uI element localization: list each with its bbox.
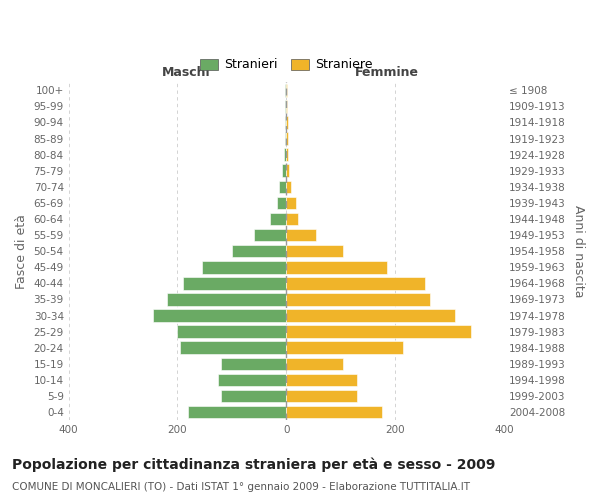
Bar [286, 116, 288, 128]
Bar [284, 116, 286, 128]
Bar [286, 196, 296, 209]
Bar [167, 293, 286, 306]
Bar [286, 132, 288, 145]
Bar [279, 180, 286, 193]
Bar [218, 374, 286, 386]
Bar [277, 196, 286, 209]
Bar [286, 229, 316, 241]
Bar [286, 100, 287, 112]
Bar [286, 148, 289, 161]
Bar [286, 310, 455, 322]
Bar [283, 164, 286, 177]
Bar [183, 277, 286, 289]
Text: COMUNE DI MONCALIERI (TO) - Dati ISTAT 1° gennaio 2009 - Elaborazione TUTTITALIA: COMUNE DI MONCALIERI (TO) - Dati ISTAT 1… [12, 482, 470, 492]
Y-axis label: Fasce di età: Fasce di età [15, 214, 28, 288]
Bar [286, 406, 382, 418]
Bar [178, 326, 286, 338]
Bar [286, 84, 287, 96]
Text: Femmine: Femmine [355, 66, 418, 79]
Bar [202, 261, 286, 274]
Bar [286, 277, 425, 289]
Bar [221, 358, 286, 370]
Bar [286, 342, 403, 354]
Bar [221, 390, 286, 402]
Bar [286, 180, 290, 193]
Bar [270, 212, 286, 226]
Text: Maschi: Maschi [162, 66, 211, 79]
Bar [286, 293, 430, 306]
Bar [285, 100, 286, 112]
Bar [153, 310, 286, 322]
Bar [286, 164, 289, 177]
Bar [285, 84, 286, 96]
Bar [232, 245, 286, 258]
Bar [286, 261, 387, 274]
Bar [286, 374, 357, 386]
Bar [284, 148, 286, 161]
Bar [254, 229, 286, 241]
Bar [286, 212, 298, 226]
Bar [180, 342, 286, 354]
Text: Popolazione per cittadinanza straniera per età e sesso - 2009: Popolazione per cittadinanza straniera p… [12, 458, 496, 472]
Y-axis label: Anni di nascita: Anni di nascita [572, 205, 585, 298]
Bar [286, 358, 343, 370]
Bar [188, 406, 286, 418]
Bar [284, 132, 286, 145]
Bar [286, 245, 343, 258]
Bar [286, 326, 471, 338]
Legend: Stranieri, Straniere: Stranieri, Straniere [196, 54, 377, 75]
Bar [286, 390, 357, 402]
